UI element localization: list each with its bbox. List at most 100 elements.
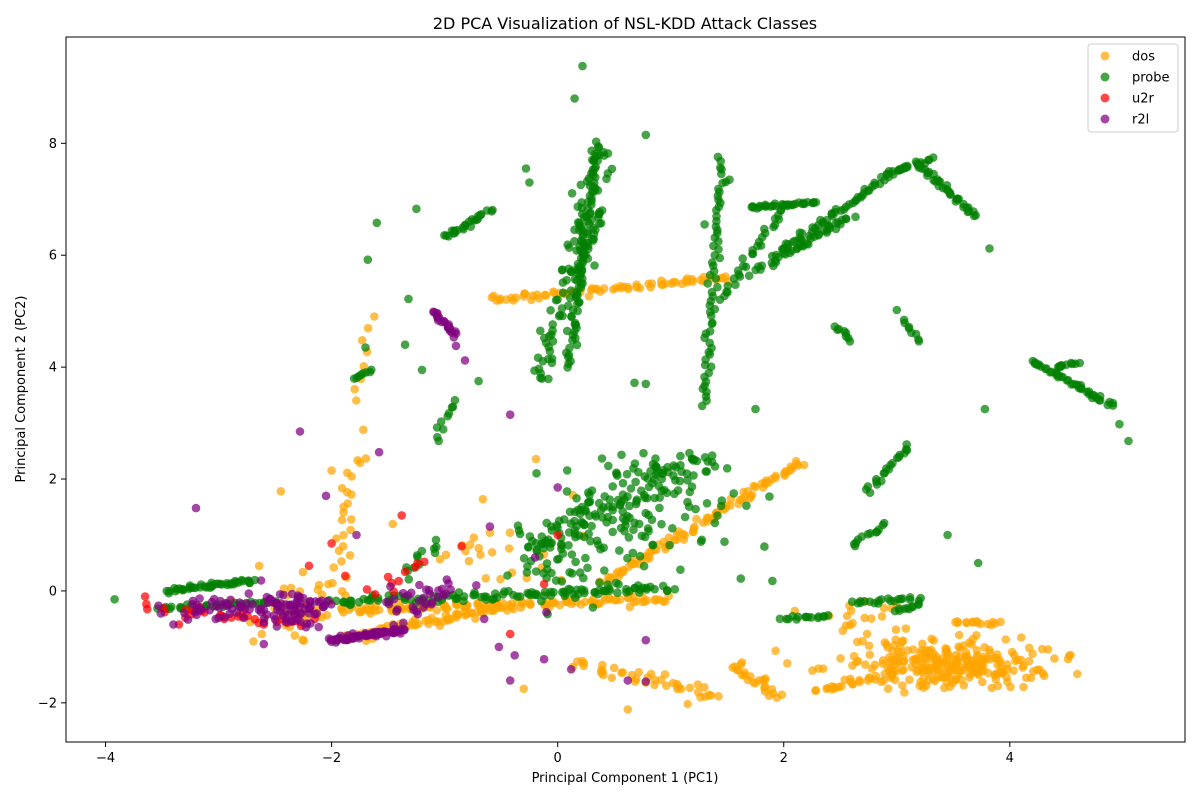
probe-point xyxy=(557,539,566,549)
probe-point xyxy=(928,153,938,162)
dos-point xyxy=(972,631,981,640)
y-tick-label: 8 xyxy=(49,137,57,152)
dos-point xyxy=(887,670,897,679)
probe-point xyxy=(700,220,709,229)
dos-point xyxy=(650,675,660,685)
probe-point xyxy=(651,463,660,472)
probe-point xyxy=(575,509,585,519)
probe-point xyxy=(689,471,698,480)
probe-point xyxy=(433,432,442,442)
probe-point xyxy=(553,295,562,304)
probe-point xyxy=(1108,401,1118,410)
dos-point xyxy=(337,515,347,525)
probe-point xyxy=(554,554,563,564)
dos-point xyxy=(799,460,809,470)
probe-point xyxy=(578,250,588,259)
dos-point xyxy=(783,659,792,668)
dos-point xyxy=(433,617,442,626)
u2r-point xyxy=(327,539,336,548)
dos-point xyxy=(623,282,633,292)
u2r-point xyxy=(394,576,404,586)
probe-point xyxy=(584,529,593,538)
r2l-point xyxy=(382,597,391,607)
probe-point xyxy=(824,221,834,231)
probe-point xyxy=(668,524,677,533)
x-tick-label: −2 xyxy=(322,751,341,766)
probe-point xyxy=(622,469,632,479)
dos-point xyxy=(298,567,308,577)
dos-point xyxy=(353,456,363,465)
r2l-point xyxy=(505,410,515,420)
probe-point xyxy=(245,578,255,588)
x-tick-label: −4 xyxy=(96,751,115,766)
probe-point xyxy=(905,593,915,602)
probe-point xyxy=(823,611,833,620)
dos-point xyxy=(357,336,367,345)
probe-point xyxy=(631,477,640,487)
probe-point xyxy=(537,596,546,606)
probe-point xyxy=(566,267,576,277)
dos-point xyxy=(918,639,927,649)
dos-point xyxy=(1001,635,1011,644)
probe-point xyxy=(629,525,638,534)
dos-point xyxy=(1017,633,1026,642)
dos-point xyxy=(883,643,893,652)
r2l-point xyxy=(530,553,540,562)
dos-point xyxy=(634,668,643,677)
dos-point xyxy=(469,533,479,542)
r2l-point xyxy=(623,676,633,685)
y-tick-label: 4 xyxy=(49,361,57,376)
probe-point xyxy=(702,499,712,508)
dos-point xyxy=(337,587,347,596)
dos-point xyxy=(511,293,521,303)
probe-point xyxy=(877,595,886,604)
probe-point xyxy=(578,61,587,71)
r2l-point xyxy=(295,609,305,619)
r2l-point xyxy=(542,607,551,617)
probe-point xyxy=(488,205,497,215)
probe-point xyxy=(534,364,544,374)
dos-point xyxy=(346,525,355,535)
probe-point xyxy=(546,591,556,600)
r2l-point xyxy=(505,676,515,685)
dos-point xyxy=(992,650,1002,659)
dos-point xyxy=(313,585,323,595)
probe-point xyxy=(547,330,556,339)
dos-point xyxy=(971,662,980,671)
dos-point xyxy=(979,652,989,661)
r2l-point xyxy=(272,622,282,631)
r2l-point xyxy=(205,605,214,615)
r2l-point xyxy=(566,665,576,674)
probe-point xyxy=(361,343,370,352)
probe-point xyxy=(720,537,729,546)
probe-point xyxy=(577,502,587,512)
u2r-point xyxy=(140,592,150,601)
probe-point xyxy=(571,557,580,567)
dos-point xyxy=(642,596,652,605)
r2l-point xyxy=(279,590,288,600)
dos-point xyxy=(505,528,515,537)
dos-point xyxy=(347,515,356,524)
probe-point xyxy=(723,281,733,291)
dos-point xyxy=(993,681,1003,691)
dos-point xyxy=(928,674,938,684)
probe-point xyxy=(744,271,754,281)
dos-point xyxy=(519,292,529,301)
dos-point xyxy=(1037,644,1047,654)
dos-point xyxy=(370,312,379,321)
x-tick-label: 2 xyxy=(780,751,788,766)
probe-point xyxy=(620,495,629,504)
r2l-point xyxy=(374,447,384,457)
dos-point xyxy=(257,629,267,639)
probe-point xyxy=(570,225,579,235)
dos-point xyxy=(737,658,747,667)
probe-point xyxy=(1115,419,1124,429)
probe-point xyxy=(623,553,632,563)
probe-point xyxy=(583,176,592,186)
probe-point xyxy=(413,552,422,562)
dos-point xyxy=(927,634,936,644)
legend-box xyxy=(1087,43,1179,133)
dos-point xyxy=(519,684,529,694)
r2l-point xyxy=(295,617,305,626)
probe-point xyxy=(765,492,774,501)
